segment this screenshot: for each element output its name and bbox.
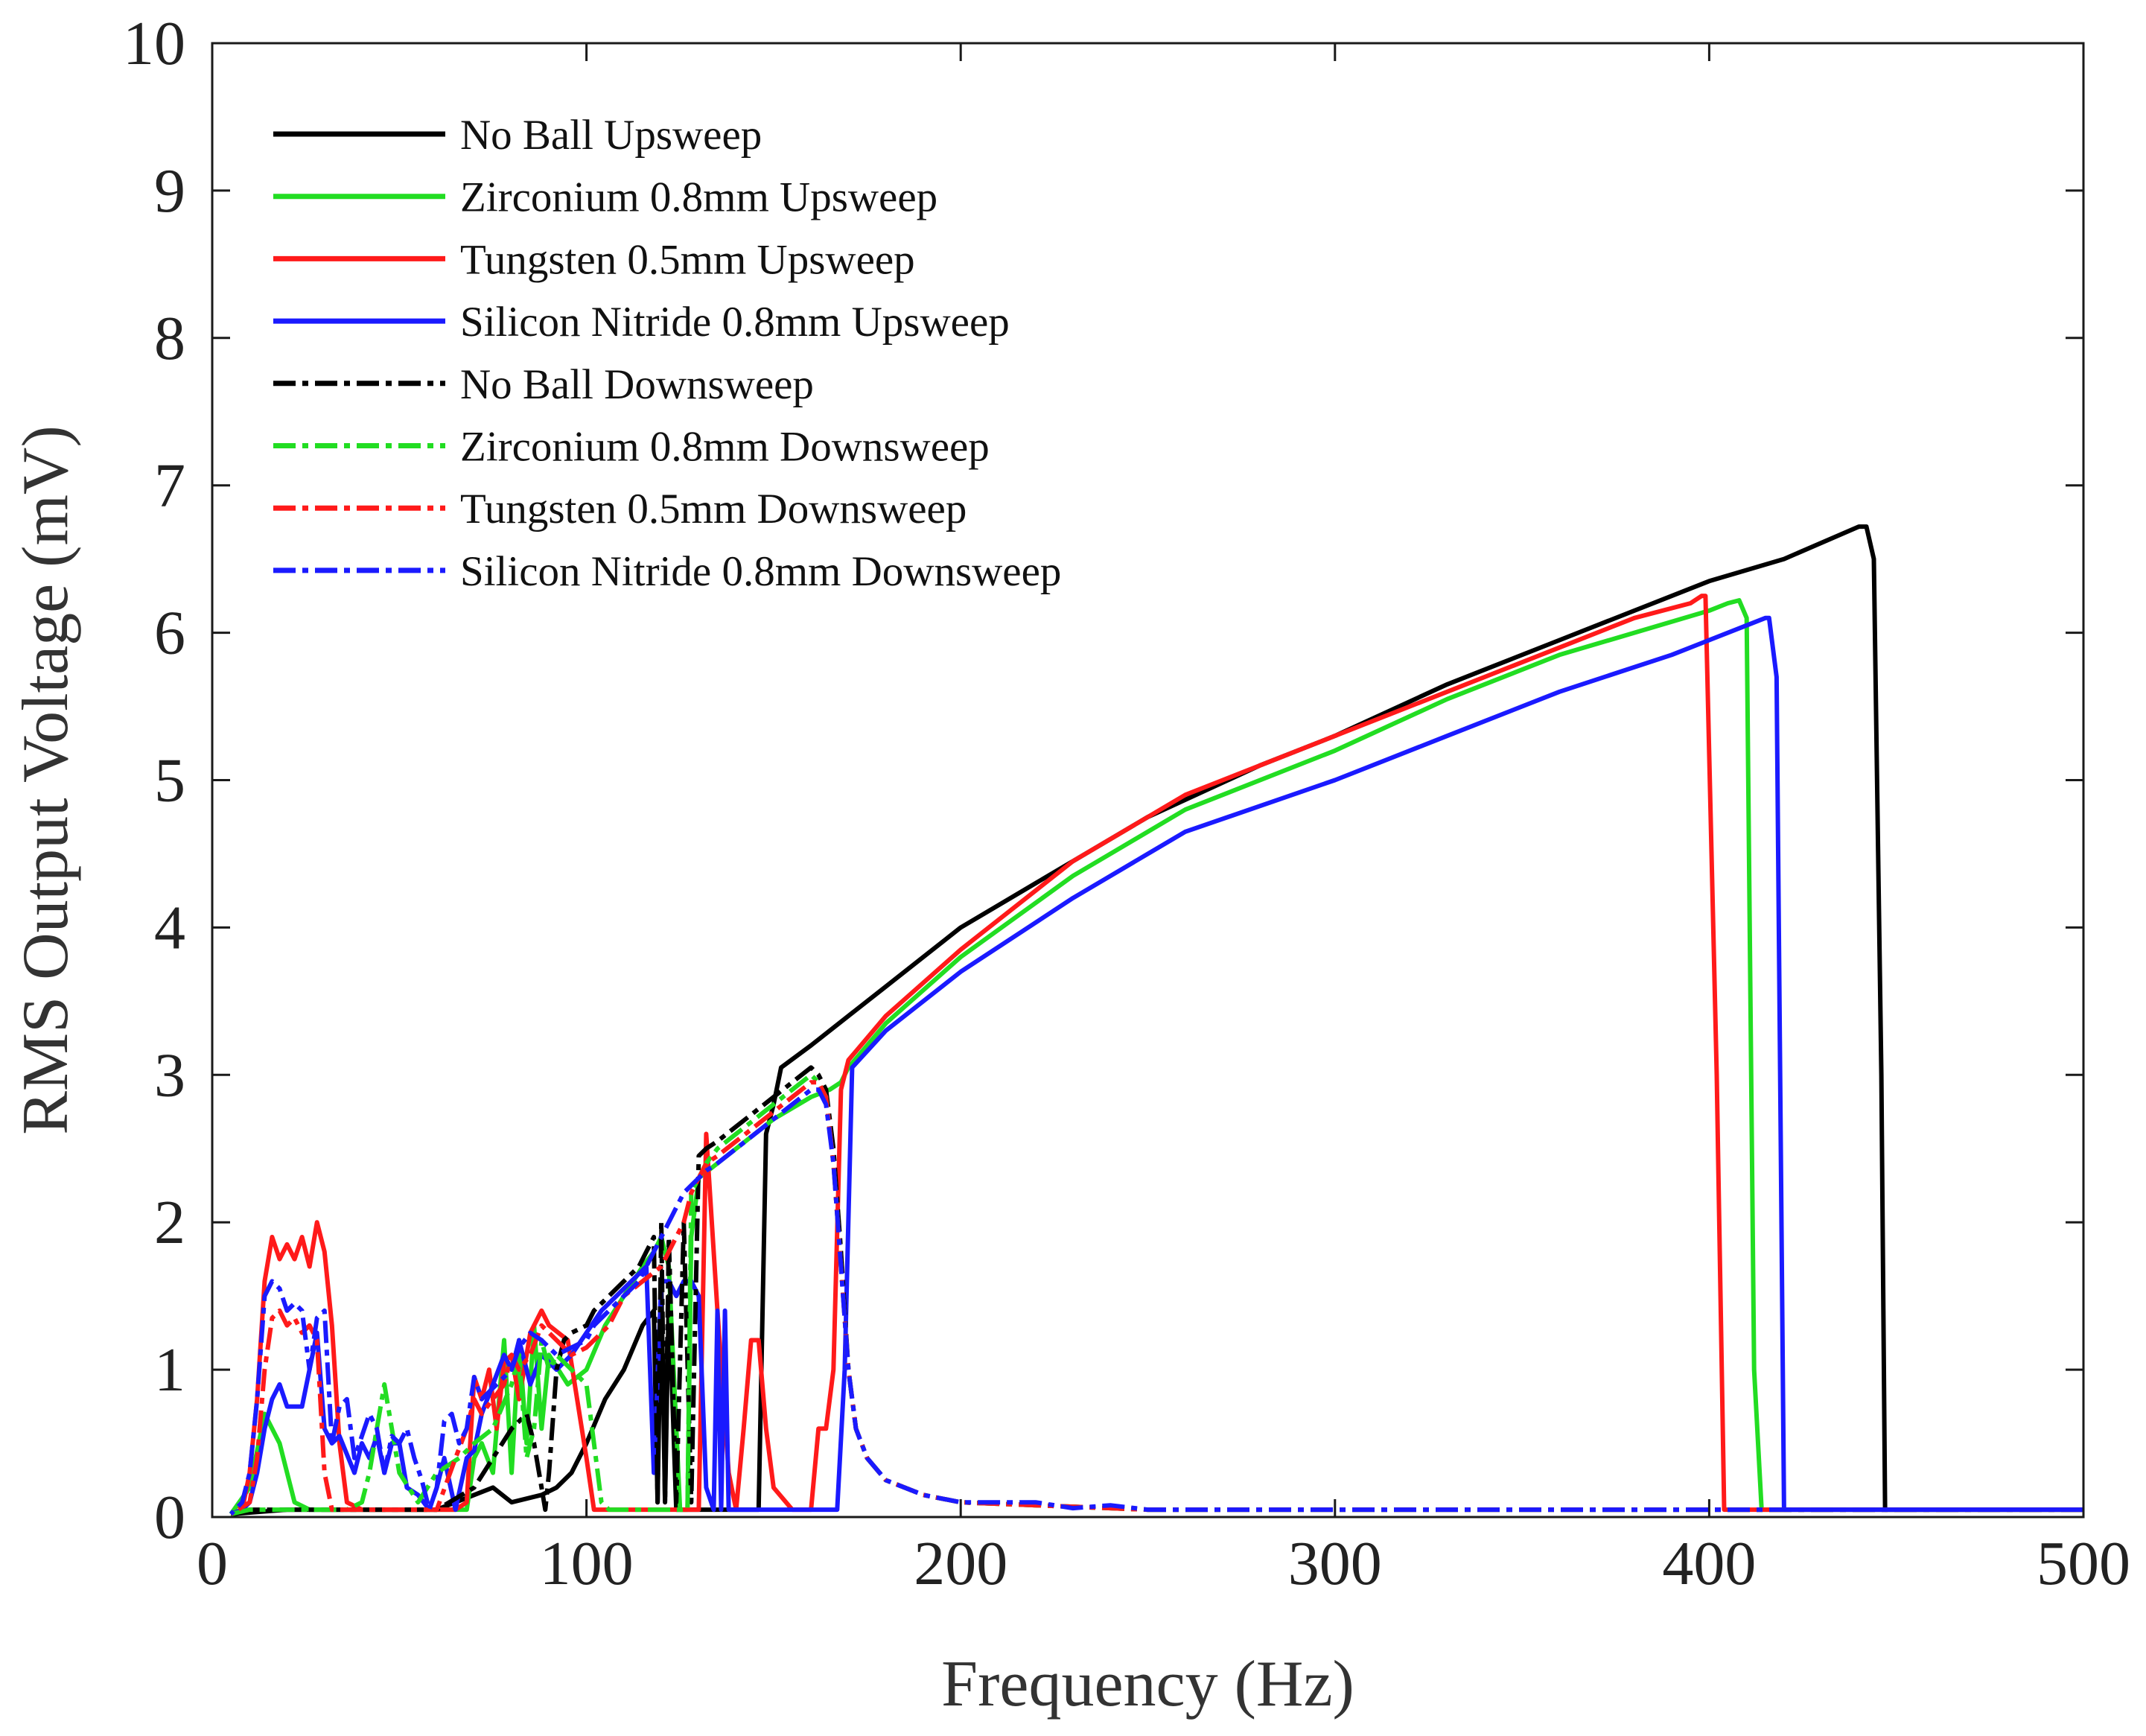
series-line-4 xyxy=(230,615,2083,1516)
x-tick-label: 0 xyxy=(197,1529,228,1598)
legend-label-2: Zirconium 0.8mm Upsweep xyxy=(460,174,937,221)
x-tick-label: 300 xyxy=(1288,1529,1382,1598)
legend-label-7: Tungsten 0.5mm Downsweep xyxy=(460,486,967,532)
series-line-8 xyxy=(229,1087,2083,1516)
x-tick-label: 500 xyxy=(2037,1529,2130,1598)
y-tick-label: 1 xyxy=(154,1335,185,1405)
x-tick-label: 200 xyxy=(914,1529,1007,1598)
legend-label-1: No Ball Upsweep xyxy=(460,112,762,159)
legend: No Ball Upsweep Zirconium 0.8mm Upsweep Tu… xyxy=(273,112,1061,595)
y-tick-label: 8 xyxy=(154,304,185,373)
y-tick-label: 5 xyxy=(154,746,185,815)
y-tick-label: 9 xyxy=(154,156,185,226)
x-tick-label: 400 xyxy=(1662,1529,1756,1598)
legend-label-6: Zirconium 0.8mm Downsweep xyxy=(460,424,990,471)
y-tick-label: 7 xyxy=(154,451,185,521)
series-line-3 xyxy=(230,594,2083,1516)
legend-label-4: Silicon Nitride 0.8mm Upsweep xyxy=(460,299,1010,346)
series-layer xyxy=(229,524,2083,1516)
y-tick-label: 0 xyxy=(154,1483,185,1552)
x-tick-label: 100 xyxy=(540,1529,634,1598)
y-tick-label: 10 xyxy=(123,9,185,78)
x-axis-title: Frequency (Hz) xyxy=(941,1648,1354,1720)
tick-layer: 0 100 200 300 400 500 0 1 2 3 4 5 6 7 8 9 10 xyxy=(123,9,2130,1598)
y-tick-label: 4 xyxy=(154,893,185,962)
legend-label-5: No Ball Downsweep xyxy=(460,361,814,408)
legend-label-3: Tungsten 0.5mm Upsweep xyxy=(460,236,915,283)
y-tick-label: 3 xyxy=(154,1040,185,1110)
y-tick-label: 6 xyxy=(154,599,185,668)
series-line-7 xyxy=(229,1080,2083,1516)
y-tick-label: 2 xyxy=(154,1188,185,1257)
y-axis-title: RMS Output Voltage (mV) xyxy=(10,425,82,1135)
legend-label-8: Silicon Nitride 0.8mm Downsweep xyxy=(460,548,1061,595)
